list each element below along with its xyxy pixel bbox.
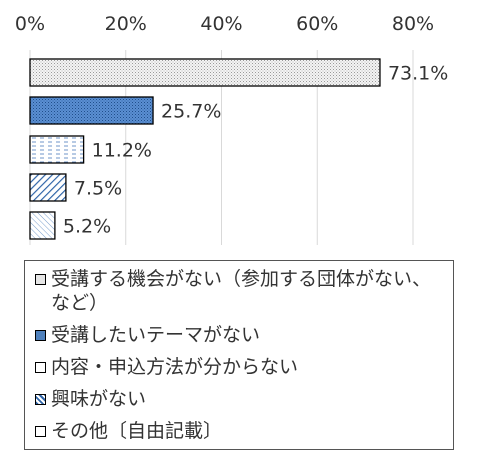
data-label-unknown-method: 11.2% — [92, 140, 152, 162]
data-label-no-theme: 25.7% — [161, 101, 221, 123]
legend-label-other: その他〔自由記載〕 — [51, 420, 223, 442]
bar-other — [29, 211, 56, 240]
x-tick-label: 0% — [15, 13, 45, 35]
legend-label-no-interest: 興味がない — [51, 388, 147, 410]
data-label-no-interest: 7.5% — [74, 178, 122, 200]
legend: 受講する機会がない（参加する団体がない、など） 受講したいテーマがない 内容・申… — [24, 260, 454, 450]
data-label-other: 5.2% — [63, 216, 111, 238]
x-tick-label: 20% — [105, 13, 147, 35]
legend-swatch-no-opportunity — [35, 274, 46, 285]
legend-swatch-other — [35, 426, 46, 437]
bar-no-interest — [29, 173, 67, 202]
legend-label-no-theme: 受講したいテーマがない — [51, 324, 261, 346]
legend-swatch-no-theme — [35, 330, 46, 341]
bar-chart: 0% 20% 40% 60% 80% 73.1% 25.7% 11.2% 7.5% 5.2% — [15, 13, 448, 245]
legend-swatch-no-interest — [35, 394, 46, 405]
x-tick-label: 40% — [200, 13, 242, 35]
legend-swatch-unknown-method — [35, 362, 46, 373]
bar-no-opportunity — [29, 58, 381, 87]
x-tick-label: 80% — [392, 13, 434, 35]
bar-no-theme — [29, 96, 154, 125]
x-tick-label: 60% — [296, 13, 338, 35]
legend-label-no-opportunity: 受講する機会がない（参加する団体がない、など） — [51, 268, 432, 314]
data-label-no-opportunity: 73.1% — [388, 63, 448, 85]
legend-label-unknown-method: 内容・申込方法が分からない — [51, 356, 299, 378]
bar-unknown-method — [29, 135, 85, 164]
